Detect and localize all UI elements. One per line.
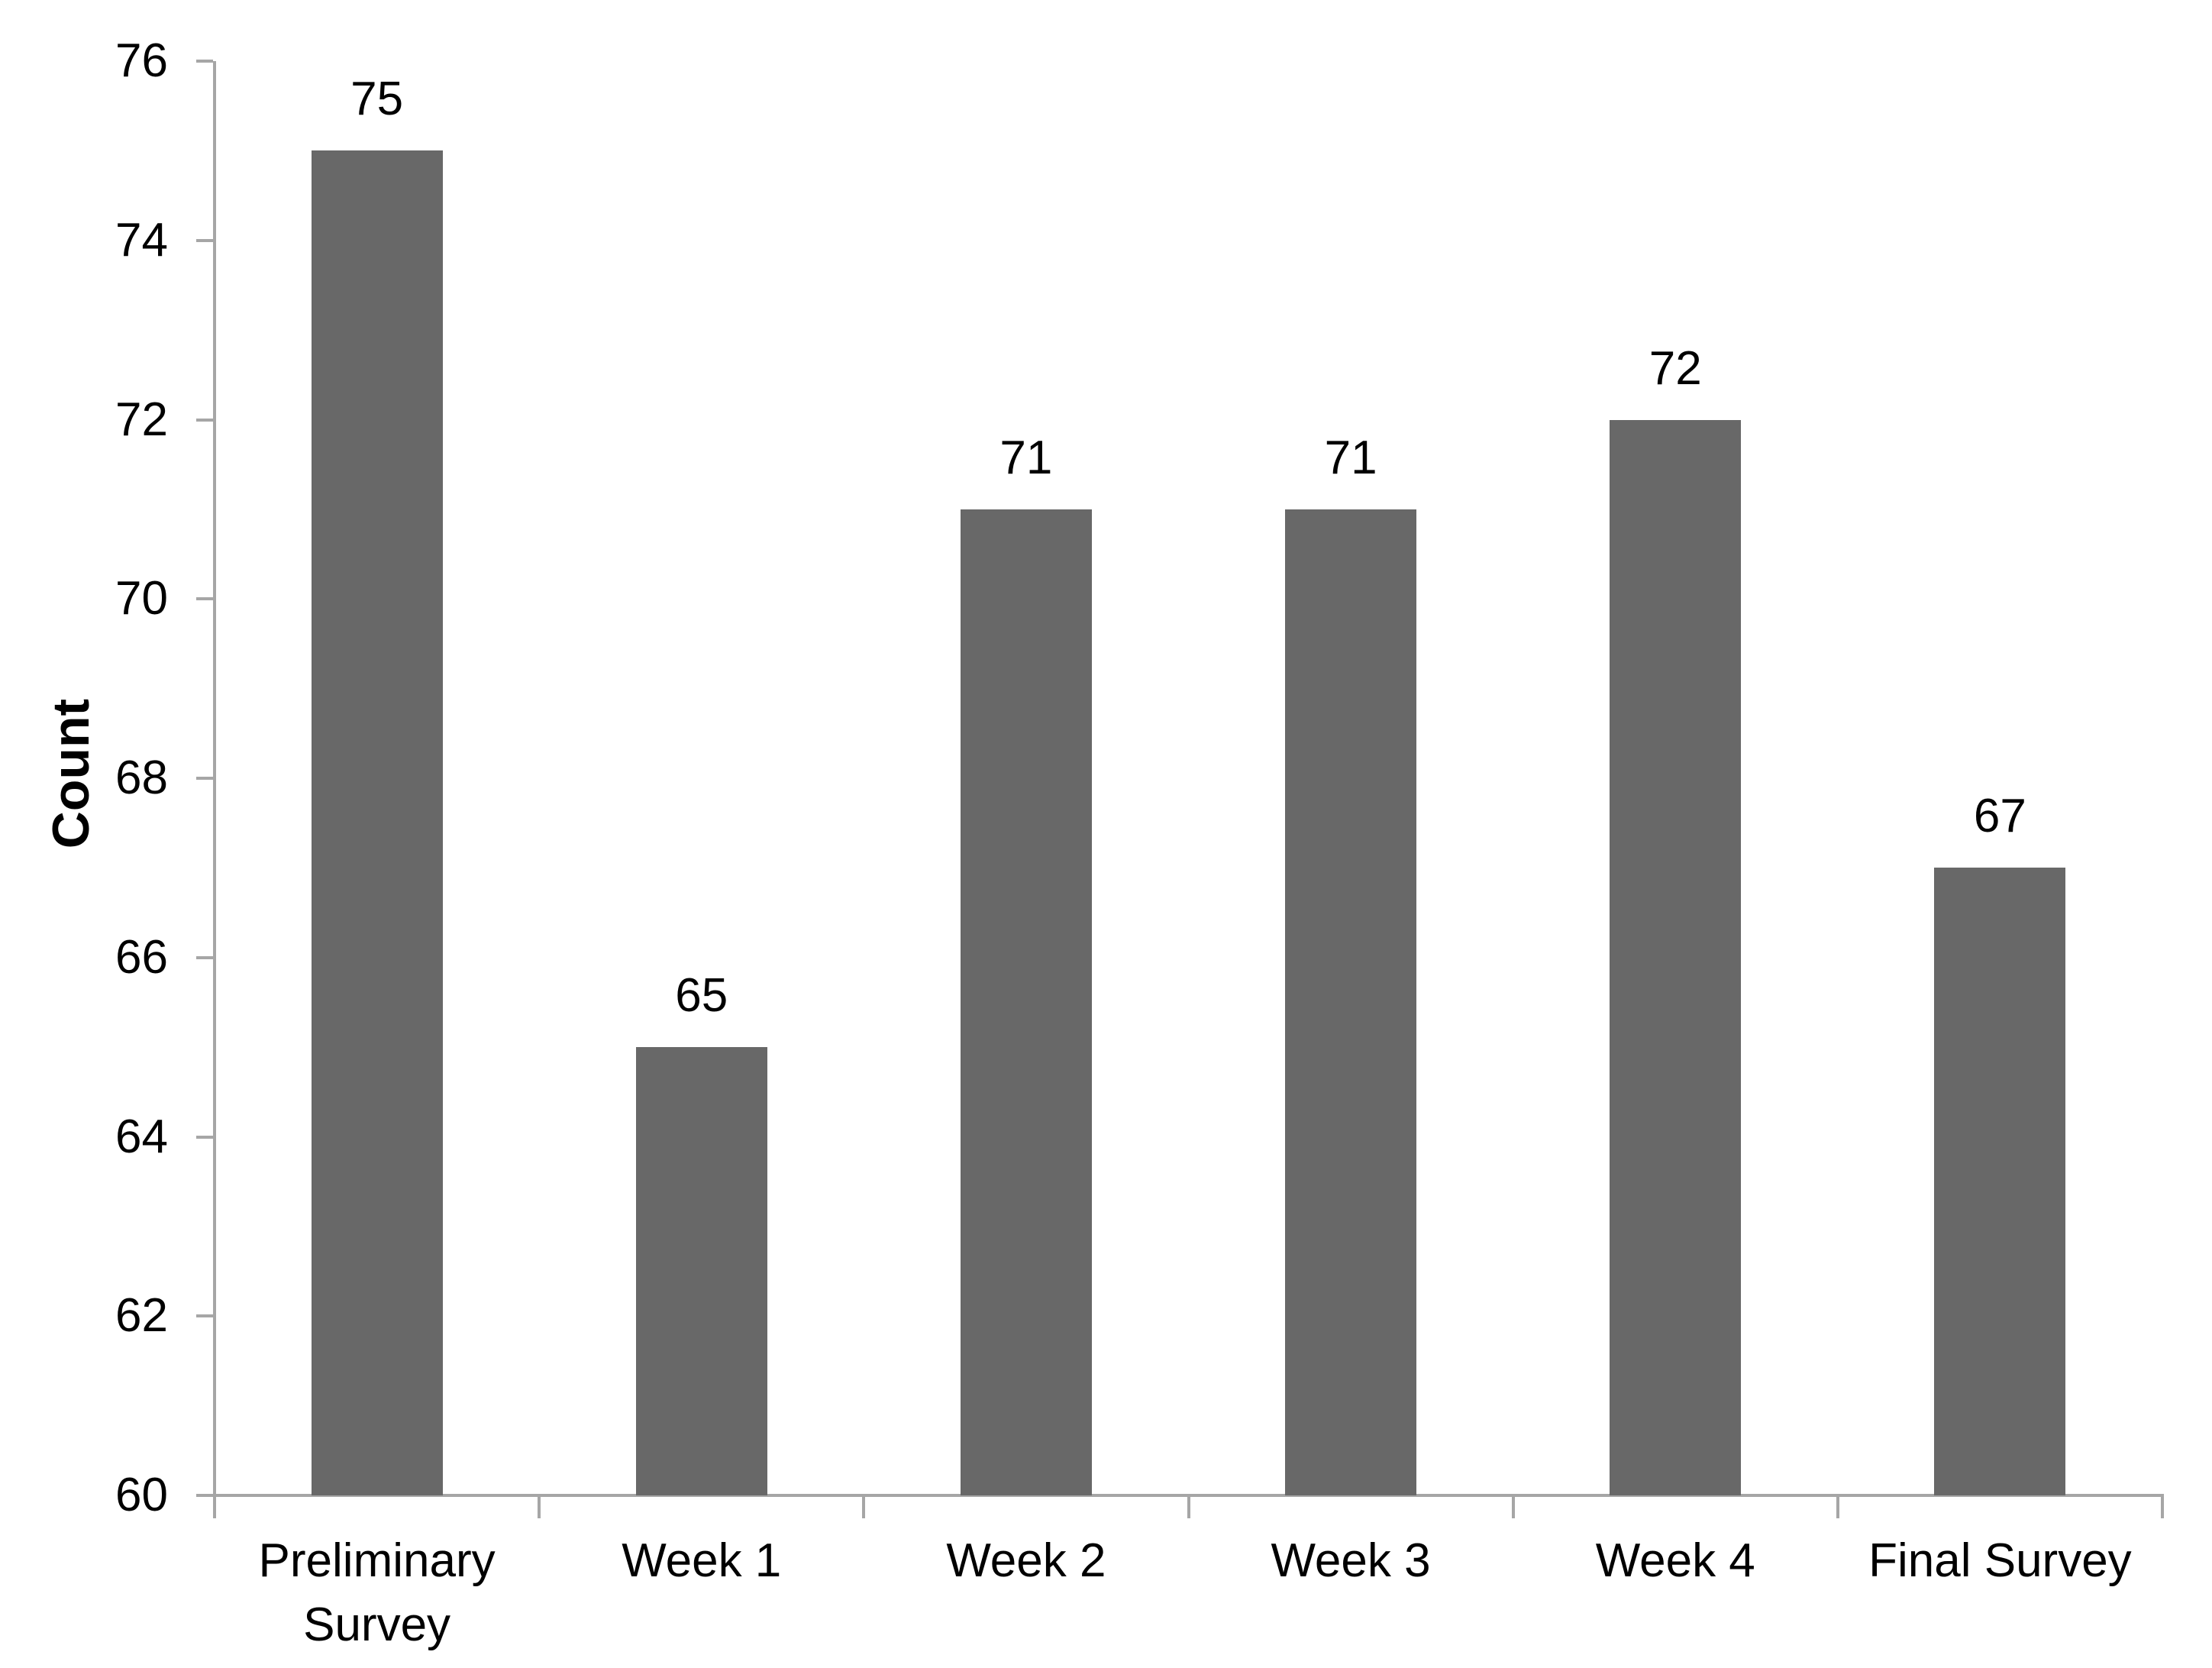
bar-value-label: 65 xyxy=(675,969,728,1023)
bar-week-4 xyxy=(1610,419,1742,1495)
x-axis-tick xyxy=(213,1497,216,1518)
y-axis-line xyxy=(213,61,216,1495)
y-tick-label: 70 xyxy=(115,572,168,626)
bar-value-label: 72 xyxy=(1649,341,1702,395)
x-category-label: Week 1 xyxy=(622,1534,782,1587)
y-axis-tick xyxy=(196,1135,213,1139)
x-axis-tick xyxy=(538,1497,541,1518)
y-tick-label: 72 xyxy=(115,393,168,446)
y-axis-tick xyxy=(196,597,213,601)
y-tick-label: 64 xyxy=(115,1110,168,1163)
y-axis-tick xyxy=(196,1494,213,1497)
bar-final-survey xyxy=(1934,868,2066,1495)
x-category-label: Week 2 xyxy=(946,1534,1106,1587)
y-tick-label: 62 xyxy=(115,1289,168,1343)
bar-week-1 xyxy=(635,1047,767,1495)
y-tick-label: 68 xyxy=(115,752,168,804)
y-axis-tick xyxy=(196,418,213,422)
y-axis-tick xyxy=(196,777,213,780)
x-axis-tick xyxy=(1836,1497,1839,1518)
x-axis-tick xyxy=(2161,1497,2164,1518)
bar-week-2 xyxy=(960,509,1092,1495)
x-category-label: Preliminary Survey xyxy=(258,1534,496,1651)
y-axis-tick xyxy=(196,60,213,63)
x-category-label: Week 3 xyxy=(1271,1534,1431,1587)
bar-value-label: 71 xyxy=(1324,431,1377,484)
x-axis-line xyxy=(213,1494,2164,1497)
x-axis-tick xyxy=(1511,1497,1515,1518)
y-axis-tick xyxy=(196,955,213,959)
bar-preliminary-survey xyxy=(311,150,443,1495)
bar-value-label: 71 xyxy=(999,431,1053,484)
bar-value-label: 75 xyxy=(350,73,404,126)
y-axis-tick xyxy=(196,238,213,242)
x-category-label: Week 4 xyxy=(1595,1534,1755,1587)
y-tick-label: 76 xyxy=(115,34,168,87)
x-category-label: Final Survey xyxy=(1868,1534,2132,1587)
x-axis-tick xyxy=(862,1497,866,1518)
bar-value-label: 67 xyxy=(1973,790,2026,843)
y-tick-label: 74 xyxy=(115,213,168,267)
y-tick-label: 60 xyxy=(115,1469,168,1521)
x-axis-tick xyxy=(1187,1497,1190,1518)
y-axis-tick xyxy=(196,1314,213,1318)
bar-week-3 xyxy=(1285,509,1417,1495)
y-tick-label: 66 xyxy=(115,930,168,984)
